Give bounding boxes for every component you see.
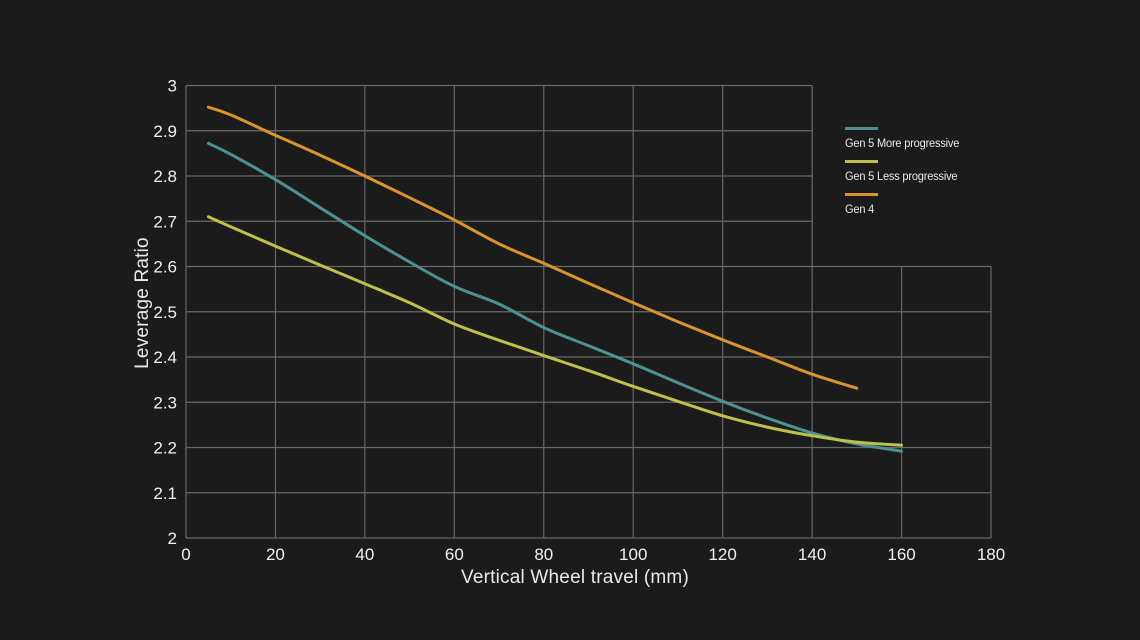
x-axis-title: Vertical Wheel travel (mm) xyxy=(461,567,689,588)
legend-item: Gen 5 Less progressive xyxy=(845,160,964,185)
y-tick-label: 2.8 xyxy=(153,167,177,186)
y-tick-label: 2 xyxy=(168,529,177,548)
legend-item: Gen 4 xyxy=(845,193,964,218)
y-tick-label: 2.4 xyxy=(153,348,177,367)
x-tick-label: 80 xyxy=(534,545,553,564)
y-axis-title: Leverage Ratio xyxy=(132,237,153,369)
x-tick-label: 160 xyxy=(887,545,915,564)
y-tick-label: 2.2 xyxy=(153,439,177,458)
x-tick-label: 60 xyxy=(445,545,464,564)
x-tick-label: 120 xyxy=(708,545,736,564)
legend-swatch-gen5-less xyxy=(845,160,878,163)
x-tick-label: 20 xyxy=(266,545,285,564)
x-tick-label: 100 xyxy=(619,545,647,564)
legend-label: Gen 4 xyxy=(845,204,875,216)
legend-label: Gen 5 Less progressive xyxy=(845,171,958,183)
y-tick-label: 3 xyxy=(168,77,177,96)
legend-swatch-gen5-more xyxy=(845,127,878,130)
series-line-gen-4 xyxy=(206,105,859,390)
y-tick-label: 2.3 xyxy=(153,393,177,412)
y-tick-label: 2.9 xyxy=(153,122,177,141)
y-tick-label: 2.6 xyxy=(153,258,177,277)
y-tick-label: 2.5 xyxy=(153,303,177,322)
x-tick-label: 140 xyxy=(798,545,826,564)
series-line-gen-5-more-progressive xyxy=(206,141,904,453)
legend-label: Gen 5 More progressive xyxy=(845,138,960,150)
y-tick-label: 2.1 xyxy=(153,484,177,503)
legend-swatch-gen4 xyxy=(845,193,878,196)
legend-item: Gen 5 More progressive xyxy=(845,127,964,152)
x-tick-label: 0 xyxy=(181,545,190,564)
series-line-gen-5-less-progressive xyxy=(206,215,904,447)
x-tick-label: 40 xyxy=(355,545,374,564)
y-tick-label: 2.7 xyxy=(153,212,177,231)
x-tick-label: 180 xyxy=(977,545,1005,564)
legend: Gen 5 More progressive Gen 5 Less progre… xyxy=(845,127,964,226)
